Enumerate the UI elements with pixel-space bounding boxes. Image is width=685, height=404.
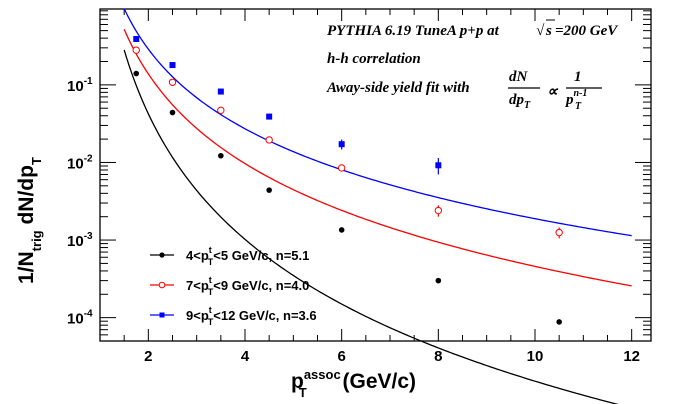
legend-marker-2 — [158, 281, 166, 289]
x-tick-label: 8 — [434, 348, 442, 365]
fraction-denominator: dpT — [509, 92, 531, 111]
fraction2-numerator: 1 — [574, 69, 582, 85]
x-tick-label: 2 — [144, 348, 152, 365]
y-axis-title: 1/Ntrig dN/dpT — [15, 157, 44, 284]
annotation-line1-s: s — [545, 23, 552, 39]
x-tick-label: 4 — [241, 348, 250, 365]
annotation-line1: PYTHIA 6.19 TuneA p+p at — [327, 23, 500, 39]
data-point-circle — [338, 227, 345, 233]
data-point-circle — [169, 109, 176, 116]
legend-label-1: 4<pt T<5 GeV/c, n=5.1 — [186, 245, 309, 267]
data-point-circle — [218, 152, 224, 159]
data-point-square — [266, 113, 273, 120]
legend: 4<pt T<5 GeV/c, n=5.1 7<pt T<9 GeV/c, n=4.… — [150, 245, 317, 327]
data-point-square — [217, 88, 224, 95]
data-point-open-circle — [132, 46, 140, 54]
data-point-circle — [435, 277, 442, 284]
data-point-circle — [556, 319, 562, 325]
legend-marker-3 — [159, 312, 165, 318]
data-point-circle — [266, 187, 272, 193]
data-point-square — [169, 62, 176, 69]
legend-entry-1: 4<pt T<5 GeV/c, n=5.1 — [150, 245, 309, 267]
fraction-numerator: dN — [509, 69, 529, 85]
data-point-open-circle — [217, 106, 225, 115]
axes: 2 4 6 8 10 12 10-4 10-3 10-2 10-1 — [67, 9, 651, 365]
data-point-open-circle — [555, 228, 563, 237]
fit-curve-3 — [123, 8, 632, 237]
y-tick-label: 10-2 — [67, 153, 93, 172]
plot-frame — [99, 8, 652, 342]
y-tick-label: 10-1 — [67, 76, 93, 95]
data-point-square — [435, 162, 442, 169]
data-point-square — [133, 36, 140, 43]
data-point-open-circle — [168, 78, 177, 86]
annotation-line2: h-h correlation — [327, 51, 421, 67]
data-points — [132, 36, 563, 325]
legend-label-2: 7<pt T<9 GeV/c, n=4.0 — [186, 275, 309, 297]
legend-marker-1 — [159, 252, 165, 258]
fit-curve-2 — [123, 28, 632, 287]
x-axis-title: passoc T (GeV/c) — [291, 367, 416, 400]
fraction2-denominator-sub: T — [575, 101, 582, 112]
fraction2-denominator: pn-1 — [564, 88, 587, 108]
y-tick-label: 10-3 — [67, 231, 93, 250]
legend-entry-2: 7<pt T<9 GeV/c, n=4.0 — [150, 275, 309, 297]
legend-label-3: 9<pt T<12 GeV/c, n=3.6 — [186, 305, 317, 327]
data-point-open-circle — [434, 206, 443, 215]
proportional-symbol: ∝ — [547, 84, 559, 100]
annotation-line3: Away-side yield fit with — [326, 80, 470, 96]
data-point-open-circle — [337, 164, 346, 172]
legend-entry-3: 9<pt T<12 GeV/c, n=3.6 — [150, 305, 317, 327]
data-point-circle — [133, 70, 140, 77]
sqrt-sign: √ — [536, 23, 545, 39]
x-tick-label: 6 — [337, 348, 345, 365]
annotation-line1-suffix: =200 GeV — [555, 23, 619, 39]
data-point-square — [338, 141, 345, 148]
y-tick-label: 10-4 — [67, 309, 93, 328]
x-tick-label: 10 — [527, 348, 544, 365]
data-point-open-circle — [265, 136, 273, 144]
fit-curves — [123, 8, 632, 404]
x-tick-label: 12 — [623, 348, 640, 365]
annotation-block: PYTHIA 6.19 TuneA p+p at √ s =200 GeV h-… — [326, 19, 619, 112]
fit-curve-1 — [123, 49, 619, 404]
